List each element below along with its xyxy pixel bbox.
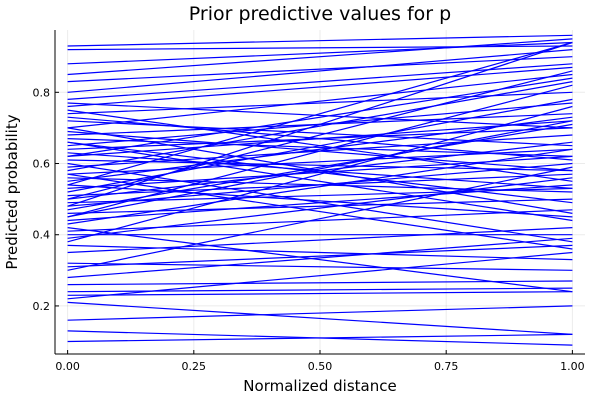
series-line-54	[67, 280, 573, 286]
series-line-12	[67, 120, 573, 147]
series-line-5	[67, 56, 573, 83]
series-line-47	[67, 105, 573, 243]
x-tick-label: 1.00	[560, 360, 585, 373]
series-line-53	[67, 237, 573, 279]
x-tick-label: 0.75	[434, 360, 459, 373]
series-line-59	[67, 305, 573, 321]
y-tick-label: 0.6	[33, 158, 51, 171]
series-group	[67, 34, 573, 346]
y-tick-label: 0.4	[33, 229, 51, 242]
series-line-67	[67, 77, 573, 157]
series-line-57	[67, 251, 573, 300]
series-line-62	[67, 173, 573, 250]
series-line-37	[67, 162, 573, 207]
series-line-29	[67, 184, 573, 218]
series-line-50	[67, 262, 573, 271]
series-line-46	[67, 177, 573, 239]
y-tick-label: 0.8	[33, 86, 51, 99]
y-ticks: 0.2 0.4 0.6 0.8	[33, 86, 59, 313]
series-line-49	[67, 227, 573, 254]
series-line-13	[67, 73, 573, 129]
series-line-25	[67, 81, 573, 172]
series-line-51	[67, 244, 573, 268]
y-tick-label: 0.2	[33, 300, 51, 313]
x-axis-label: Normalized distance	[243, 377, 396, 395]
series-line-28	[67, 116, 573, 182]
series-line-41	[67, 184, 573, 222]
series-line-56	[67, 291, 573, 296]
series-line-9	[67, 66, 573, 108]
series-line-65	[67, 41, 573, 186]
series-line-61	[67, 333, 573, 343]
series-line-52	[67, 166, 573, 271]
x-tick-label: 0.00	[55, 360, 80, 373]
series-line-68	[67, 127, 573, 214]
series-line-31	[67, 98, 573, 193]
series-line-36	[67, 41, 573, 207]
series-line-66	[67, 120, 573, 218]
series-line-3	[67, 41, 573, 65]
chart-title: Prior predictive values for p	[189, 3, 451, 25]
y-axis-label: Predicted probability	[3, 114, 21, 269]
x-tick-label: 0.25	[182, 360, 207, 373]
series-line-42	[67, 148, 573, 225]
series-line-1	[67, 34, 573, 47]
series-line-63	[67, 141, 573, 204]
x-ticks: 0.00 0.25 0.50 0.75 1.00	[55, 350, 585, 373]
series-line-34	[67, 70, 573, 200]
series-line-6	[67, 49, 573, 93]
series-line-58	[67, 301, 573, 335]
series-line-8	[67, 102, 573, 129]
series-line-64	[67, 116, 573, 161]
series-line-40	[67, 84, 573, 218]
x-tick-label: 0.50	[308, 360, 333, 373]
series-line-4	[67, 38, 573, 76]
